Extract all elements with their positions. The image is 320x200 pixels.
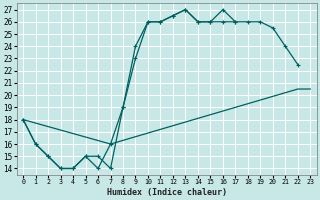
- X-axis label: Humidex (Indice chaleur): Humidex (Indice chaleur): [107, 188, 227, 197]
